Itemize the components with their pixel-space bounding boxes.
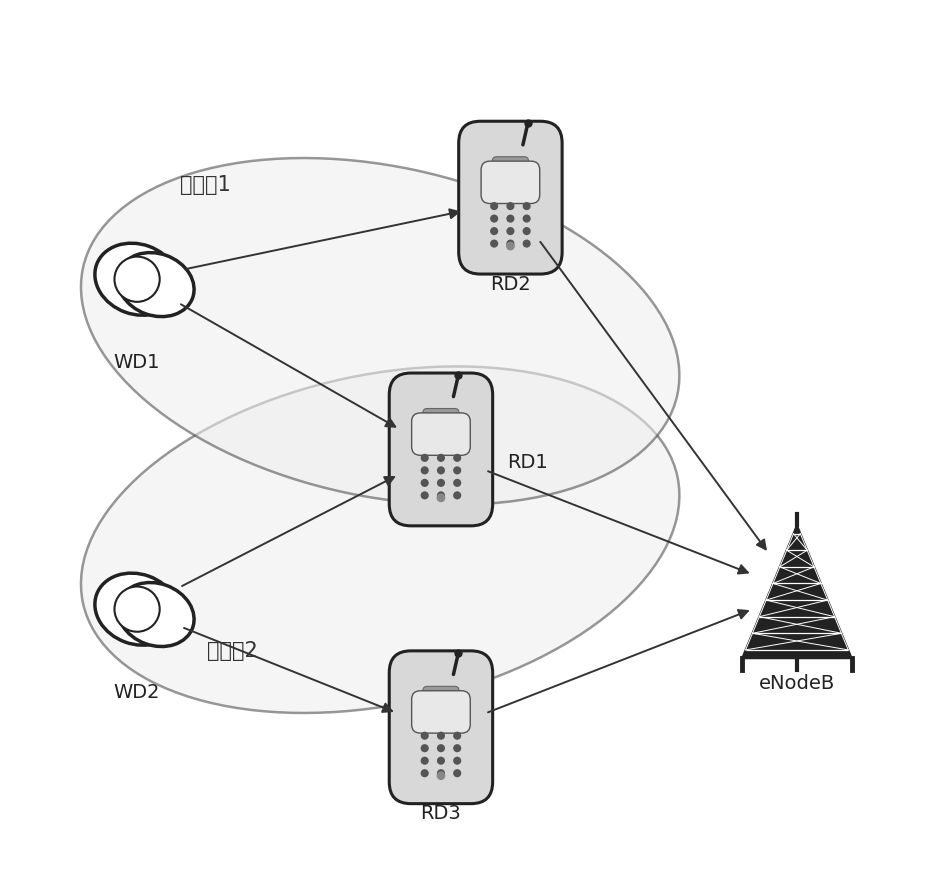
Circle shape	[453, 744, 461, 753]
FancyBboxPatch shape	[492, 157, 529, 173]
Circle shape	[420, 744, 429, 753]
Circle shape	[437, 757, 445, 765]
Circle shape	[437, 491, 445, 499]
Text: 协作则1: 协作则1	[180, 175, 232, 195]
Circle shape	[437, 769, 445, 777]
Ellipse shape	[81, 158, 679, 504]
FancyBboxPatch shape	[412, 691, 470, 733]
Text: eNodeB: eNodeB	[758, 674, 835, 693]
Circle shape	[490, 240, 498, 247]
Circle shape	[420, 769, 429, 777]
Circle shape	[437, 479, 445, 487]
Ellipse shape	[95, 243, 179, 315]
Circle shape	[506, 214, 515, 223]
Circle shape	[523, 202, 531, 210]
Text: 协作则2: 协作则2	[206, 641, 257, 661]
Circle shape	[453, 732, 461, 739]
FancyBboxPatch shape	[423, 408, 459, 425]
Ellipse shape	[118, 253, 194, 316]
Circle shape	[453, 769, 461, 777]
Circle shape	[420, 732, 429, 739]
Ellipse shape	[118, 583, 194, 646]
Text: WD1: WD1	[114, 353, 161, 372]
FancyBboxPatch shape	[481, 161, 540, 204]
Text: RD3: RD3	[420, 805, 461, 823]
Circle shape	[420, 466, 429, 475]
FancyBboxPatch shape	[423, 686, 459, 703]
Circle shape	[506, 240, 515, 247]
Circle shape	[115, 257, 160, 302]
Circle shape	[437, 744, 445, 753]
Circle shape	[453, 454, 461, 462]
Circle shape	[490, 227, 498, 235]
Ellipse shape	[95, 573, 179, 645]
Circle shape	[523, 227, 531, 235]
FancyBboxPatch shape	[459, 121, 562, 274]
Circle shape	[506, 202, 515, 210]
FancyBboxPatch shape	[412, 413, 470, 456]
Circle shape	[436, 494, 446, 503]
Circle shape	[453, 757, 461, 765]
Ellipse shape	[81, 367, 679, 713]
Circle shape	[453, 479, 461, 487]
Circle shape	[437, 732, 445, 739]
Circle shape	[436, 772, 446, 780]
Text: RD1: RD1	[507, 453, 548, 472]
Circle shape	[420, 757, 429, 765]
Circle shape	[420, 479, 429, 487]
Circle shape	[420, 454, 429, 462]
Circle shape	[437, 454, 445, 462]
FancyBboxPatch shape	[389, 651, 492, 804]
Text: RD2: RD2	[490, 275, 531, 294]
FancyBboxPatch shape	[389, 373, 492, 526]
Circle shape	[453, 491, 461, 499]
Circle shape	[490, 214, 498, 223]
Circle shape	[506, 242, 515, 251]
Circle shape	[523, 240, 531, 247]
Text: WD2: WD2	[114, 683, 161, 702]
Circle shape	[115, 586, 160, 631]
Circle shape	[420, 491, 429, 499]
Circle shape	[437, 466, 445, 475]
Circle shape	[523, 214, 531, 223]
Circle shape	[490, 202, 498, 210]
Polygon shape	[743, 525, 852, 658]
Circle shape	[453, 466, 461, 475]
Circle shape	[506, 227, 515, 235]
